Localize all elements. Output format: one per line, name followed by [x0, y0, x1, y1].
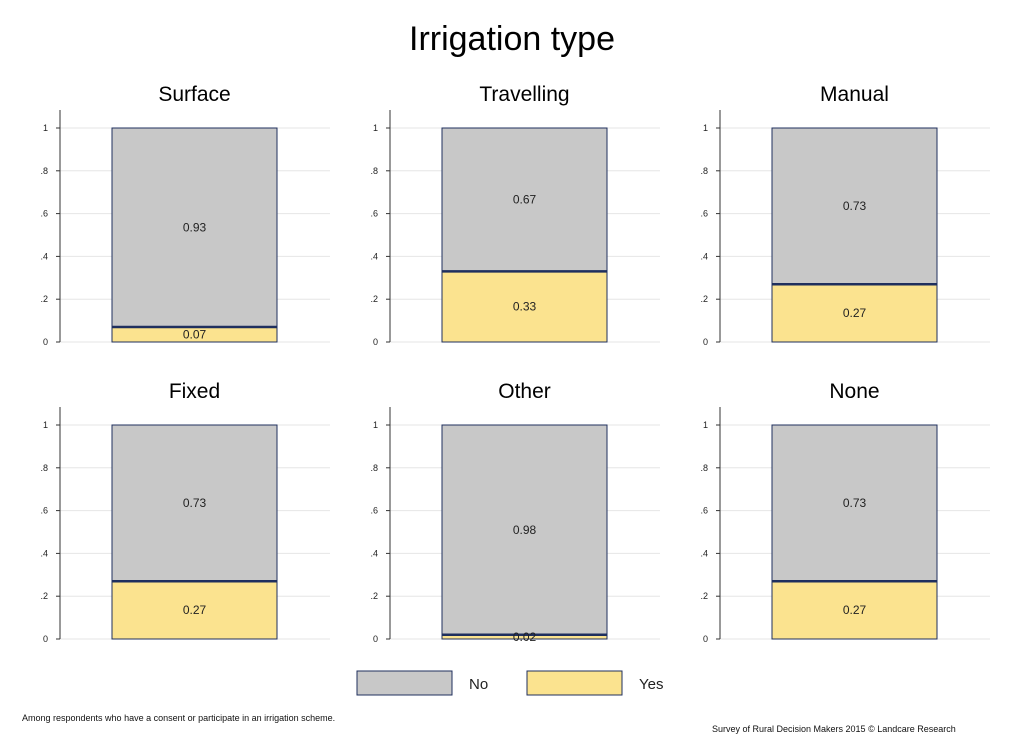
y-tick-label: .8	[700, 463, 708, 473]
y-tick-label: 1	[43, 123, 48, 133]
legend-swatch-no	[356, 670, 453, 696]
y-tick-label: 0	[703, 634, 708, 644]
y-tick-label: .4	[40, 548, 48, 558]
y-tick-label: 1	[703, 123, 708, 133]
bar-no	[441, 424, 608, 636]
data-label-no: 0.73	[843, 199, 867, 213]
y-tick-label: 1	[373, 123, 378, 133]
bar-yes	[771, 283, 938, 343]
y-tick-label: .2	[700, 294, 708, 304]
data-label-yes: 0.27	[843, 603, 867, 617]
bar-no	[771, 424, 938, 582]
bar-no	[111, 127, 278, 328]
panel-title: Surface	[158, 83, 230, 106]
panel-surface: Surface 0 .2 .4 .6 .8 1 0.93 0.07	[40, 83, 330, 347]
panel-title: Manual	[820, 83, 889, 106]
chart-title: Irrigation type	[409, 20, 615, 58]
panel-other: Other 0 .2 .4 .6 .8 1 0.98 0.02	[370, 380, 660, 644]
y-tick-label: .2	[370, 294, 378, 304]
panel-travelling: Travelling 0 .2 .4 .6 .8 1 0.67 0.33	[370, 83, 660, 347]
y-tick-label: 0	[43, 337, 48, 347]
y-tick-label: .2	[40, 294, 48, 304]
y-tick-label: .6	[40, 506, 48, 516]
bar-yes	[441, 270, 608, 343]
panel-title: None	[829, 380, 879, 403]
y-tick-label: .8	[40, 463, 48, 473]
data-label-no: 0.73	[843, 496, 867, 510]
data-label-no: 0.93	[183, 221, 207, 235]
y-tick-label: .2	[40, 591, 48, 601]
y-tick-label: .6	[370, 209, 378, 219]
y-tick-label: .4	[700, 548, 708, 558]
data-label-no: 0.98	[513, 523, 537, 537]
y-tick-label: .8	[40, 166, 48, 176]
y-tick-label: .4	[700, 251, 708, 261]
bar-no	[441, 127, 608, 272]
chart-legend: No Yes	[356, 670, 663, 696]
data-label-yes: 0.27	[183, 603, 207, 617]
y-tick-label: .4	[370, 251, 378, 261]
panel-title: Travelling	[479, 83, 569, 106]
y-tick-label: .8	[700, 166, 708, 176]
legend-swatch-yes	[526, 670, 623, 696]
panel-title: Fixed	[169, 380, 220, 403]
data-label-yes: 0.27	[843, 306, 867, 320]
y-tick-label: 0	[703, 337, 708, 347]
data-label-yes: 0.07	[183, 328, 207, 342]
data-label-yes: 0.02	[513, 630, 537, 644]
y-tick-label: .4	[370, 548, 378, 558]
bar-no	[771, 127, 938, 285]
data-label-no: 0.67	[513, 193, 537, 207]
y-tick-label: .2	[370, 591, 378, 601]
source-credit: Survey of Rural Decision Makers 2015 © L…	[712, 724, 956, 734]
y-tick-label: .4	[40, 251, 48, 261]
panel-none: None 0 .2 .4 .6 .8 1 0.73 0.27	[700, 380, 990, 644]
legend-label-no: No	[469, 676, 488, 693]
bar-yes	[771, 580, 938, 640]
y-tick-label: .8	[370, 463, 378, 473]
chart-panels: Surface 0 .2 .4 .6 .8 1 0.93 0.07 Travelling 0 .2 .4…	[40, 83, 990, 644]
y-tick-label: .8	[370, 166, 378, 176]
data-label-yes: 0.33	[513, 300, 537, 314]
y-tick-label: 1	[703, 420, 708, 430]
y-tick-label: 0	[43, 634, 48, 644]
y-tick-label: .6	[700, 506, 708, 516]
bar-no	[111, 424, 278, 582]
data-label-no: 0.73	[183, 496, 207, 510]
y-tick-label: 1	[43, 420, 48, 430]
legend-label-yes: Yes	[639, 676, 663, 693]
y-tick-label: .6	[370, 506, 378, 516]
y-tick-label: .2	[700, 591, 708, 601]
footnote: Among respondents who have a consent or …	[22, 713, 336, 723]
y-tick-label: 0	[373, 337, 378, 347]
y-tick-label: .6	[40, 209, 48, 219]
panel-fixed: Fixed 0 .2 .4 .6 .8 1 0.73 0.27	[40, 380, 330, 644]
y-tick-label: .6	[700, 209, 708, 219]
y-tick-label: 1	[373, 420, 378, 430]
panel-manual: Manual 0 .2 .4 .6 .8 1 0.73 0.27	[700, 83, 990, 347]
y-tick-label: 0	[373, 634, 378, 644]
panel-title: Other	[498, 380, 551, 403]
